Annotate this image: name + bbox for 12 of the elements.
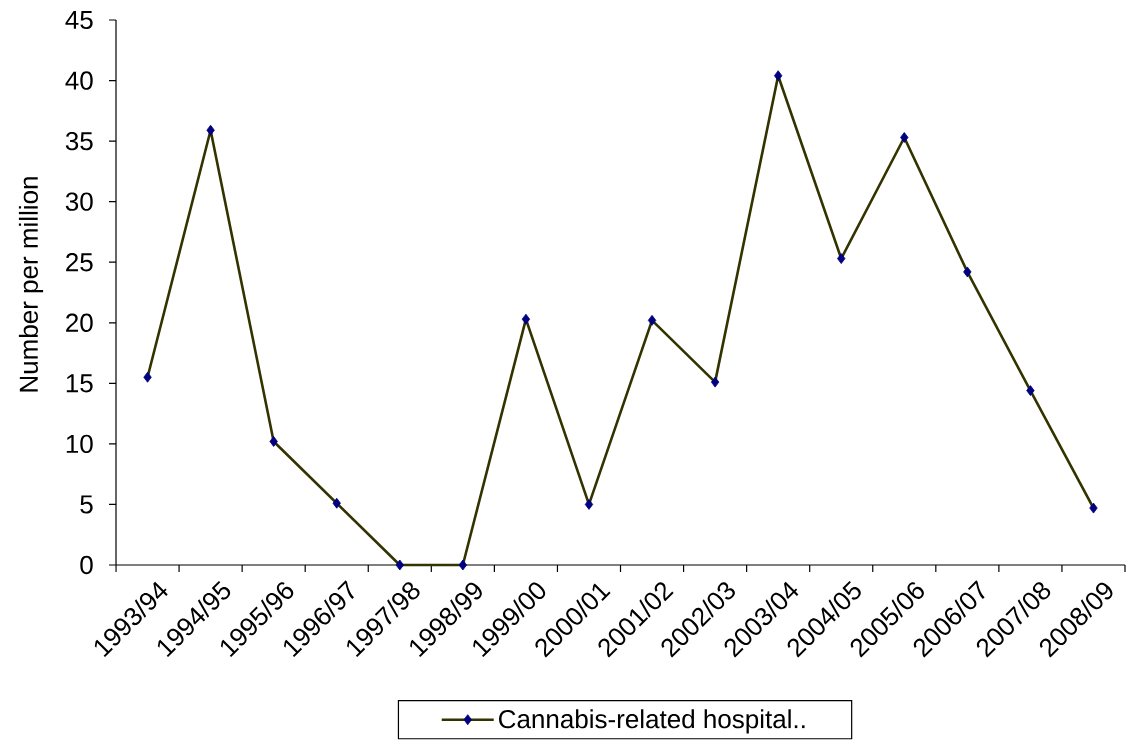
y-tick-label: 15 [66,374,93,393]
legend-label: Cannabis-related hospital.. [499,709,805,734]
y-tick-label: 40 [65,71,93,90]
y-tick-label: 25 [66,253,93,272]
y-tick-label: 45 [65,10,93,30]
y-tick-label: 30 [65,192,93,211]
y-tick-label: 35 [65,131,93,151]
y-tick-label: 10 [66,434,93,454]
y-axis-title: Number per million [18,177,44,392]
y-tick-label: 20 [66,313,93,332]
y-tick-label: 0 [80,555,93,575]
y-tick-label: 5 [80,495,93,514]
